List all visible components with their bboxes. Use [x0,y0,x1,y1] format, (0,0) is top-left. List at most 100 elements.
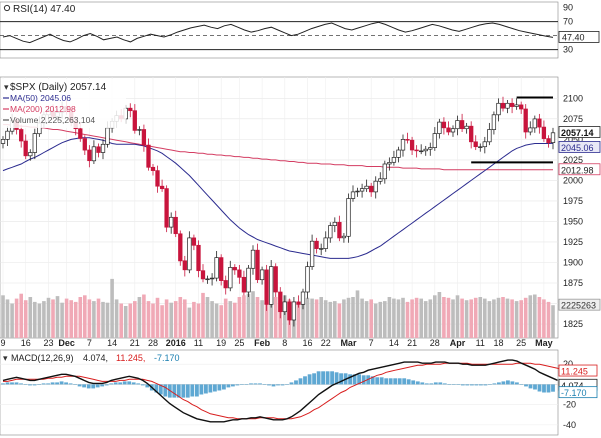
candle-body [164,188,169,228]
macd-histogram-bar [231,384,235,387]
volume-bar [305,297,310,338]
date-tick-label: 28 [148,338,158,348]
rsi-legend-marker-icon [3,4,11,12]
volume-bar [146,301,151,338]
macd-line [2,359,558,423]
candle-body [182,260,187,271]
macd-histogram-bar [456,384,461,385]
macd-histogram-bar [546,384,551,393]
macd-histogram-bar [213,384,217,392]
price-legend-bg [2,79,126,128]
macd-histogram-bar [267,384,271,386]
date-tick-label: 7 [369,338,374,348]
candle-body [196,244,201,272]
candle-body [141,129,147,146]
volume-bar [214,303,219,338]
volume-bar [201,292,205,338]
volume-bar [342,299,346,338]
candle-body [396,149,401,158]
macd-histogram-bar [307,374,312,385]
volume-bar [473,297,478,338]
volume-bar [128,303,133,338]
volume-bar [55,296,60,338]
volume-bar [37,303,42,338]
macd-histogram-bar [334,372,339,385]
candle-body [87,149,92,162]
macd-legend-bg [2,352,207,363]
macd-histogram-bar [438,382,443,385]
macd-histogram-bar [14,382,19,385]
candle-body [300,291,306,305]
rsi-legend: RSI(14) 47.40 [3,4,76,15]
volume-bar [501,297,505,338]
volume-bar [46,297,51,338]
date-tick-label: May [535,338,553,348]
candle-body [428,147,433,150]
date-tick-label: 18 [493,338,503,348]
date-tick-label: 19 [216,338,226,348]
macd-histogram-bar [537,384,542,392]
volume-bar [460,298,464,338]
volume-bar [523,297,528,338]
macd-histogram-bar [528,384,533,389]
macd-histogram-bar [32,384,37,386]
macd-histogram-bar [424,383,429,385]
macd-histogram-bar [352,374,357,385]
volume-bar [514,301,519,338]
macd-histogram-bar [474,384,479,386]
volume-bar [323,300,328,338]
volume-bar [137,297,142,338]
macd-histogram-bar [375,377,380,385]
candle-body [19,129,24,142]
date-tick-label: 25 [234,338,244,348]
macd-histogram-bar [95,384,100,388]
macd-histogram-bar [136,383,141,385]
volume-bar [401,297,405,338]
candle-body [0,139,6,144]
volume-bar [196,303,201,338]
volume-bar [223,298,228,338]
candle-body [350,191,356,199]
candle-body [523,108,528,133]
macd-legend-text: 4.074, [83,353,108,363]
candle-body [264,269,269,305]
volume-bar [96,298,101,338]
price-legend-text: $SPX (Daily) 2057.14 [10,82,107,93]
macd-histogram-bar [258,383,262,385]
candle-body [159,185,165,190]
volume-bar [23,300,28,338]
rsi-tick-label: 90 [563,3,573,13]
candle-body [232,267,237,271]
macd-histogram-bar [50,382,55,385]
date-tick-label: 16 [303,338,313,348]
macd-histogram-bar [127,381,132,385]
macd-histogram-bar [506,380,510,385]
candle-body [414,149,419,152]
candle-body [423,148,428,152]
candle-body [487,129,492,143]
macd-histogram-bar [131,382,136,385]
candle-body [128,107,133,112]
candle-body [269,266,274,305]
candle-body [496,102,501,116]
volume-bar [469,299,473,338]
date-tick-label: 2016 [166,338,186,348]
macd-histogram-bar [447,384,452,385]
volume-bar [464,300,469,338]
candle-body [464,125,469,130]
candle-body [282,301,287,313]
volume-bar [414,297,419,338]
price-value-box [558,141,601,153]
macd-histogram-bar [91,384,96,389]
volume-bars [1,278,555,338]
candle-body [541,126,547,139]
volume-bar [546,301,551,338]
macd-histogram-bar [41,383,46,385]
candle-body [291,301,297,321]
volume-bar [164,299,169,338]
candle-body [546,138,551,144]
macd-histogram-bar [23,384,28,385]
volume-bar [78,297,83,338]
